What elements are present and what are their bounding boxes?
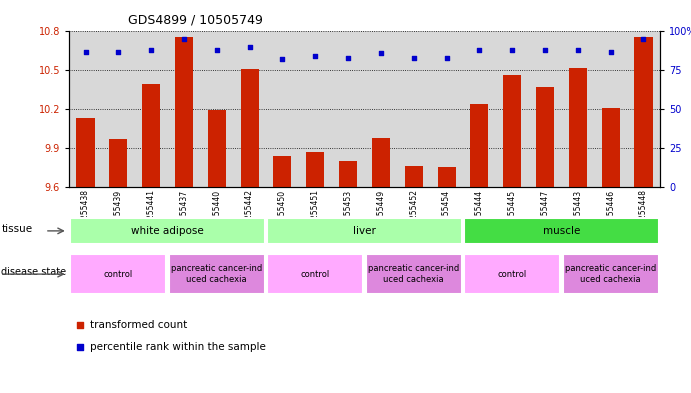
Bar: [366, 254, 462, 294]
Bar: [437, 167, 455, 187]
Bar: [142, 84, 160, 187]
Bar: [562, 254, 659, 294]
Bar: [70, 218, 265, 244]
Text: muscle: muscle: [542, 226, 580, 236]
Point: [113, 48, 124, 55]
Point: [277, 56, 288, 62]
Point: [310, 53, 321, 59]
Text: disease state: disease state: [1, 267, 66, 277]
Bar: [339, 161, 357, 187]
Bar: [70, 254, 167, 294]
Bar: [372, 138, 390, 187]
Bar: [306, 152, 324, 187]
Point: [408, 55, 419, 61]
Bar: [109, 139, 127, 187]
Text: GDS4899 / 10505749: GDS4899 / 10505749: [128, 14, 263, 27]
Text: tissue: tissue: [1, 224, 32, 234]
Bar: [175, 37, 193, 187]
Text: control: control: [498, 270, 527, 279]
Point: [211, 47, 223, 53]
Text: liver: liver: [353, 226, 376, 236]
Bar: [267, 254, 363, 294]
Text: control: control: [301, 270, 330, 279]
Bar: [267, 218, 462, 244]
Text: pancreatic cancer-ind
uced cachexia: pancreatic cancer-ind uced cachexia: [171, 264, 263, 284]
Bar: [634, 37, 652, 187]
Text: pancreatic cancer-ind
uced cachexia: pancreatic cancer-ind uced cachexia: [368, 264, 460, 284]
Point: [74, 344, 85, 351]
Bar: [169, 254, 265, 294]
Point: [540, 47, 551, 53]
Text: percentile rank within the sample: percentile rank within the sample: [90, 342, 265, 352]
Bar: [405, 166, 423, 187]
Point: [146, 47, 157, 53]
Point: [244, 44, 255, 50]
Bar: [503, 75, 521, 187]
Point: [343, 55, 354, 61]
Bar: [464, 218, 659, 244]
Point: [638, 36, 649, 42]
Text: transformed count: transformed count: [90, 320, 187, 330]
Bar: [569, 68, 587, 187]
Bar: [240, 69, 258, 187]
Point: [375, 50, 386, 56]
Point: [474, 47, 485, 53]
Bar: [274, 156, 292, 187]
Bar: [536, 87, 554, 187]
Point: [80, 48, 91, 55]
Bar: [464, 254, 560, 294]
Point: [572, 47, 583, 53]
Bar: [602, 108, 620, 187]
Text: pancreatic cancer-ind
uced cachexia: pancreatic cancer-ind uced cachexia: [565, 264, 656, 284]
Bar: [77, 118, 95, 187]
Text: white adipose: white adipose: [131, 226, 204, 236]
Bar: [208, 110, 226, 187]
Point: [178, 36, 189, 42]
Point: [441, 55, 452, 61]
Point: [507, 47, 518, 53]
Bar: [471, 104, 489, 187]
Point: [605, 48, 616, 55]
Text: control: control: [104, 270, 133, 279]
Point: [74, 321, 85, 328]
